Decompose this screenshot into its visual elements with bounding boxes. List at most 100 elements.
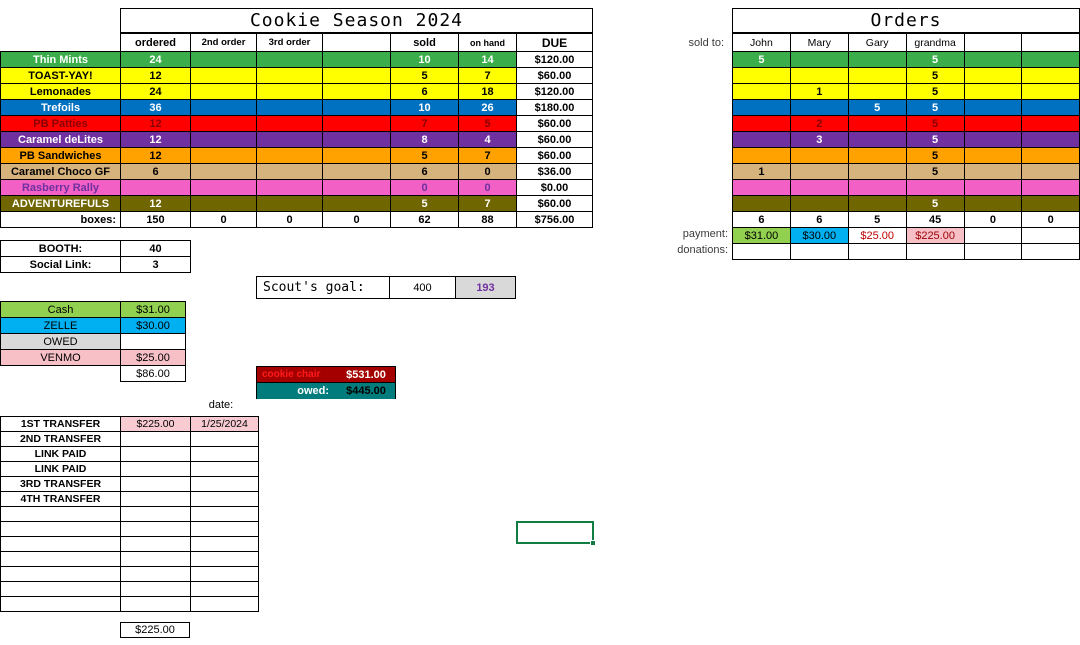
fill-handle[interactable]	[590, 540, 596, 546]
order-qty-cell[interactable]	[847, 195, 907, 212]
boxes-total-cell[interactable]: 0	[256, 211, 323, 228]
qty-cell[interactable]	[322, 67, 391, 84]
order-total-cell[interactable]: 5	[847, 211, 907, 228]
qty-cell[interactable]	[256, 131, 323, 148]
cookie-chair-label[interactable]: cookie chair	[262, 369, 321, 380]
qty-cell[interactable]	[190, 195, 257, 212]
order-qty-cell[interactable]: 5	[905, 115, 965, 132]
cookie-season-title[interactable]: Cookie Season 2024	[120, 8, 593, 33]
booth-value-cell[interactable]: 3	[120, 256, 191, 273]
qty-cell[interactable]: 7	[458, 147, 517, 164]
scout-goal-progress-cell[interactable]: 193	[455, 277, 515, 298]
due-cell[interactable]: $36.00	[516, 163, 593, 180]
order-qty-cell[interactable]: 5	[905, 163, 965, 180]
transfer-date-cell[interactable]	[190, 581, 259, 597]
qty-cell[interactable]: 8	[390, 131, 459, 148]
transfer-label-cell[interactable]: 1ST TRANSFER	[0, 416, 121, 432]
qty-cell[interactable]	[256, 179, 323, 196]
order-qty-cell[interactable]: 5	[905, 99, 965, 116]
payment-total-cell[interactable]: $86.00	[120, 365, 186, 382]
qty-cell[interactable]	[322, 115, 391, 132]
order-qty-cell[interactable]	[847, 131, 907, 148]
order-qty-cell[interactable]	[789, 67, 849, 84]
transfer-label-cell[interactable]	[0, 596, 121, 612]
order-qty-cell[interactable]	[963, 163, 1023, 180]
payment-method-cell[interactable]: VENMO	[0, 349, 121, 366]
qty-cell[interactable]: 0	[458, 163, 517, 180]
qty-cell[interactable]	[190, 163, 257, 180]
column-header-cell[interactable]	[322, 33, 391, 52]
column-header-cell[interactable]: sold	[390, 33, 459, 52]
transfer-amount-cell[interactable]	[120, 566, 191, 582]
transfer-amount-cell[interactable]	[120, 536, 191, 552]
qty-cell[interactable]	[256, 163, 323, 180]
order-qty-cell[interactable]	[847, 147, 907, 164]
booth-label-cell[interactable]: Social Link:	[0, 256, 121, 273]
qty-cell[interactable]: 12	[120, 67, 191, 84]
qty-cell[interactable]	[322, 99, 391, 116]
customer-header-cell[interactable]: John	[732, 33, 791, 52]
qty-cell[interactable]: 0	[390, 179, 459, 196]
booth-value-cell[interactable]: 40	[120, 240, 191, 257]
qty-cell[interactable]	[322, 179, 391, 196]
transfer-amount-cell[interactable]	[120, 446, 191, 462]
qty-cell[interactable]	[256, 83, 323, 100]
qty-cell[interactable]: 24	[120, 83, 191, 100]
order-qty-cell[interactable]	[732, 115, 791, 132]
due-cell[interactable]: $180.00	[516, 99, 593, 116]
due-cell[interactable]: $60.00	[516, 115, 593, 132]
order-qty-cell[interactable]	[1021, 195, 1080, 212]
qty-cell[interactable]	[322, 131, 391, 148]
transfer-amount-cell[interactable]: $225.00	[120, 416, 191, 432]
qty-cell[interactable]	[120, 179, 191, 196]
payment-amount-cell[interactable]: $30.00	[120, 317, 186, 334]
order-qty-cell[interactable]	[1021, 51, 1080, 68]
qty-cell[interactable]	[322, 83, 391, 100]
qty-cell[interactable]	[256, 115, 323, 132]
due-cell[interactable]: $0.00	[516, 179, 593, 196]
order-qty-cell[interactable]: 1	[789, 83, 849, 100]
due-cell[interactable]: $120.00	[516, 83, 593, 100]
order-qty-cell[interactable]	[789, 195, 849, 212]
order-qty-cell[interactable]	[1021, 67, 1080, 84]
order-total-cell[interactable]: 6	[789, 211, 849, 228]
qty-cell[interactable]: 36	[120, 99, 191, 116]
transfer-amount-cell[interactable]	[120, 596, 191, 612]
column-header-cell[interactable]: 2nd order	[190, 33, 257, 52]
qty-cell[interactable]: 12	[120, 131, 191, 148]
transfer-total-cell[interactable]: $225.00	[120, 622, 190, 638]
customer-header-cell[interactable]	[1021, 33, 1080, 52]
order-payment-cell[interactable]: $225.00	[905, 227, 965, 244]
order-payment-cell[interactable]	[963, 227, 1023, 244]
qty-cell[interactable]	[322, 163, 391, 180]
order-qty-cell[interactable]	[963, 99, 1023, 116]
transfer-date-cell[interactable]	[190, 431, 259, 447]
qty-cell[interactable]	[256, 67, 323, 84]
due-total-cell[interactable]: $756.00	[516, 211, 593, 228]
order-qty-cell[interactable]	[905, 179, 965, 196]
qty-cell[interactable]: 4	[458, 131, 517, 148]
payment-method-cell[interactable]: Cash	[0, 301, 121, 318]
customer-header-cell[interactable]: Mary	[789, 33, 849, 52]
order-qty-cell[interactable]: 2	[789, 115, 849, 132]
order-qty-cell[interactable]	[963, 147, 1023, 164]
transfer-label-cell[interactable]: 2ND TRANSFER	[0, 431, 121, 447]
order-qty-cell[interactable]	[1021, 163, 1080, 180]
transfer-label-cell[interactable]	[0, 506, 121, 522]
cookie-name-cell[interactable]: ADVENTUREFULS	[0, 195, 121, 212]
payment-amount-cell[interactable]: $31.00	[120, 301, 186, 318]
boxes-total-cell[interactable]: 88	[458, 211, 517, 228]
order-qty-cell[interactable]: 1	[732, 163, 791, 180]
order-qty-cell[interactable]	[1021, 83, 1080, 100]
transfer-label-cell[interactable]: 3RD TRANSFER	[0, 476, 121, 492]
order-total-cell[interactable]: 0	[1021, 211, 1080, 228]
qty-cell[interactable]: 6	[390, 83, 459, 100]
payment-amount-cell[interactable]: $25.00	[120, 349, 186, 366]
booth-label-cell[interactable]: BOOTH:	[0, 240, 121, 257]
qty-cell[interactable]: 6	[390, 163, 459, 180]
transfer-date-cell[interactable]	[190, 506, 259, 522]
cookie-name-cell[interactable]: Caramel Choco GF	[0, 163, 121, 180]
order-qty-cell[interactable]: 5	[905, 147, 965, 164]
order-qty-cell[interactable]	[963, 115, 1023, 132]
owed-label[interactable]: owed:	[297, 385, 329, 397]
